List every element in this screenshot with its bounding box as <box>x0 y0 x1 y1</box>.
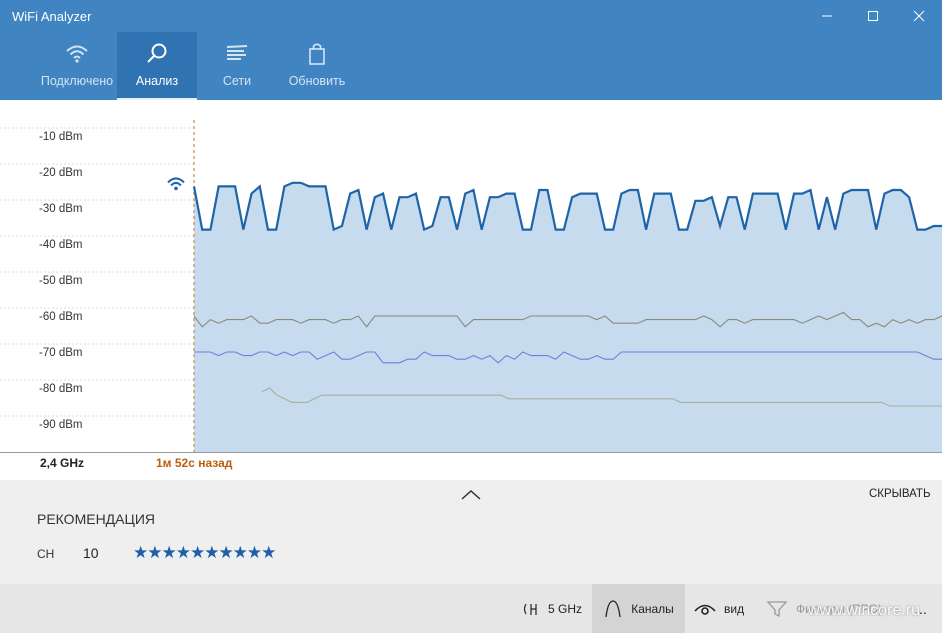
nav-bar: Подключено Анализ Сети Обновить <box>0 32 942 100</box>
y-tick-label: -20 dBm <box>39 167 82 179</box>
area-mask <box>194 100 942 230</box>
minimize-button[interactable] <box>804 0 850 32</box>
bag-icon <box>309 43 325 65</box>
recommendation-title: РЕКОМЕНДАЦИЯ <box>37 511 156 527</box>
command-bar: 5 GHz Каналы вид Фильтры (ПРО) ... www.w… <box>0 584 942 633</box>
eye-icon <box>694 604 716 615</box>
magnifier-icon <box>147 43 167 63</box>
channel-label: CH <box>37 547 55 561</box>
maximize-icon <box>868 11 878 21</box>
minimize-icon <box>822 15 832 17</box>
y-tick-label: -50 dBm <box>39 275 82 287</box>
tab-update[interactable]: Обновить <box>277 32 357 100</box>
signal-chart-svg: -10 dBm -20 dBm -30 dBm -40 dBm -50 dBm -60 d… <box>0 100 942 453</box>
list-icon <box>226 45 248 60</box>
filter-icon <box>766 600 788 617</box>
y-tick-label: -30 dBm <box>39 203 82 215</box>
tab-networks[interactable]: Сети <box>197 32 277 100</box>
tab-networks-label: Сети <box>222 74 252 88</box>
tab-update-label: Обновить <box>288 74 346 88</box>
more-button[interactable]: ... <box>915 600 927 617</box>
hide-button[interactable]: СКРЫВАТЬ <box>869 488 931 500</box>
band-5ghz-button[interactable]: 5 GHz <box>512 584 592 633</box>
chart-footer: 2,4 GHz 1м 52с назад <box>0 452 942 481</box>
y-tick-label: -40 dBm <box>39 239 82 251</box>
band-label: 2,4 GHz <box>40 456 85 470</box>
collapse-button[interactable] <box>459 486 483 502</box>
connected-wifi-icon-arc <box>170 181 182 187</box>
tab-connected-label: Подключено <box>40 74 114 88</box>
maximize-button[interactable] <box>850 0 896 32</box>
y-tick-label: -90 dBm <box>39 419 82 431</box>
rating-stars: ★★★★★★★★★★ <box>133 543 276 562</box>
wifi-icon <box>66 45 88 63</box>
signal-chart: -10 dBm -20 dBm -30 dBm -40 dBm -50 dBm -60 d… <box>0 100 942 453</box>
band-5ghz-label: 5 GHz <box>547 601 582 616</box>
time-marker-label: 1м 52с назад <box>156 456 233 470</box>
series-line-2 <box>194 351 942 364</box>
view-button[interactable]: вид <box>692 584 752 633</box>
view-label: вид <box>724 601 745 616</box>
close-icon <box>913 10 925 22</box>
channels-button[interactable]: Каналы <box>592 584 685 633</box>
filters-label: Фильтры (ПРО) <box>796 601 882 616</box>
y-tick-label: -60 dBm <box>39 311 82 323</box>
chevron-up-icon <box>461 489 481 500</box>
title-bar: WiFi Analyzer <box>0 0 942 32</box>
watermark: www.wincore.ru <box>808 602 921 619</box>
tab-connected[interactable]: Подключено <box>37 32 117 100</box>
y-tick-label: -10 dBm <box>39 131 82 143</box>
channel-value: 10 <box>83 545 99 561</box>
channels-label: Каналы <box>631 601 674 616</box>
series-line-3 <box>261 387 942 407</box>
signal-fill-area <box>194 182 942 453</box>
y-tick-label: -70 dBm <box>39 347 82 359</box>
tab-analysis-label: Анализ <box>135 74 179 88</box>
close-button[interactable] <box>896 0 942 32</box>
recommendation-panel: СКРЫВАТЬ РЕКОМЕНДАЦИЯ CH 10 ★★★★★★★★★★ <box>0 480 942 584</box>
series-line-0 <box>192 181 942 232</box>
window-title: WiFi Analyzer <box>12 9 92 24</box>
connected-wifi-icon <box>167 177 185 184</box>
filters-button[interactable]: Фильтры (ПРО) <box>766 584 896 633</box>
antenna-icon <box>523 603 537 615</box>
y-tick-label: -80 dBm <box>39 383 82 395</box>
channel-curve-icon <box>605 599 621 617</box>
connected-wifi-icon-dot <box>174 186 178 191</box>
series-line-1 <box>193 311 942 328</box>
tab-analysis[interactable]: Анализ <box>117 32 197 100</box>
